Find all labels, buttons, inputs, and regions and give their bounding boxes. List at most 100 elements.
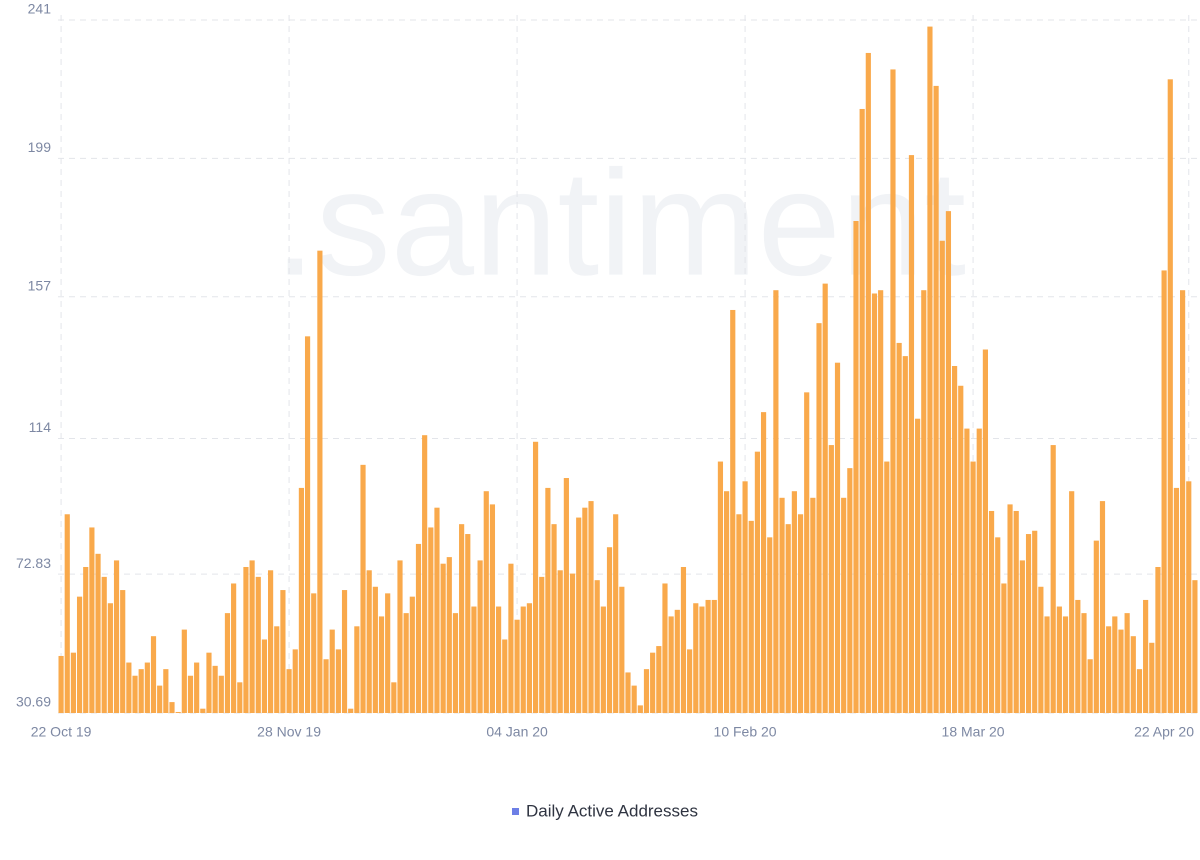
legend-label: Daily Active Addresses <box>526 801 698 820</box>
bar <box>724 491 730 713</box>
bar <box>422 435 428 713</box>
bar <box>588 501 594 713</box>
bar <box>286 669 292 713</box>
bar <box>1143 599 1149 713</box>
bar <box>385 593 391 713</box>
bar <box>896 342 902 713</box>
bar <box>902 356 908 713</box>
bar <box>107 603 113 713</box>
bar <box>231 583 237 713</box>
bar <box>730 309 736 713</box>
bar <box>200 708 206 713</box>
bar <box>415 543 422 713</box>
bar <box>1106 626 1112 713</box>
bar <box>126 662 132 713</box>
bar <box>711 599 717 713</box>
bar <box>637 705 643 713</box>
bar <box>274 626 280 713</box>
bar <box>551 524 557 713</box>
bar <box>958 385 964 713</box>
bar <box>890 69 896 714</box>
bar <box>138 669 144 713</box>
y-tick-label: 30.69 <box>16 694 51 710</box>
bar <box>212 665 218 713</box>
bar <box>206 652 212 713</box>
bar <box>865 52 871 714</box>
x-tick-label: 10 Feb 20 <box>714 724 777 740</box>
bar <box>348 708 354 713</box>
bar <box>465 534 471 713</box>
y-tick-label: 199 <box>28 139 52 155</box>
bar <box>520 606 526 713</box>
bar <box>502 639 508 713</box>
y-tick-label: 241 <box>28 1 52 17</box>
bar <box>483 491 489 713</box>
bar <box>995 537 1001 713</box>
bar <box>132 675 138 713</box>
bar <box>539 576 545 713</box>
bar <box>434 507 440 713</box>
bar <box>1050 445 1056 713</box>
x-tick-label: 22 Apr 20 <box>1134 724 1194 740</box>
bar <box>120 590 126 713</box>
bar <box>243 566 249 713</box>
bar <box>908 155 915 713</box>
bar <box>496 606 502 713</box>
x-tick-label: 04 Jan 20 <box>486 724 548 740</box>
bar <box>810 497 816 713</box>
bar <box>606 547 613 713</box>
bar <box>717 461 724 713</box>
bar <box>89 527 95 713</box>
bar <box>471 606 477 713</box>
bar <box>816 323 822 713</box>
bar <box>976 428 982 713</box>
y-tick-label: 157 <box>28 277 52 293</box>
bar <box>619 586 625 713</box>
bar <box>557 570 563 713</box>
bar <box>1161 270 1167 713</box>
bar <box>791 491 797 713</box>
bar <box>693 603 699 713</box>
bar <box>674 609 680 713</box>
bar <box>847 468 853 713</box>
bar <box>853 221 859 713</box>
bar <box>773 290 779 713</box>
bar <box>545 487 551 713</box>
bar <box>397 560 403 713</box>
bar <box>144 662 150 713</box>
bar <box>754 451 760 713</box>
bar <box>1155 566 1161 713</box>
bar <box>249 560 255 713</box>
bar <box>878 290 884 713</box>
bar <box>687 649 693 713</box>
bar <box>237 682 243 713</box>
bar <box>298 487 304 713</box>
bar <box>699 606 705 713</box>
bar <box>1149 642 1155 713</box>
bar <box>760 412 767 713</box>
bar <box>982 349 988 713</box>
bar <box>261 639 268 713</box>
bar <box>859 108 865 713</box>
bar <box>1173 487 1180 713</box>
bar <box>828 445 834 713</box>
bar <box>563 478 569 713</box>
bar <box>933 85 939 714</box>
bar <box>1124 613 1130 713</box>
bar <box>939 240 945 713</box>
bar <box>1180 290 1186 713</box>
bar <box>1075 599 1081 713</box>
bar <box>440 563 446 713</box>
bar <box>1093 540 1099 713</box>
bar <box>224 613 231 713</box>
bar <box>372 586 378 713</box>
bar <box>779 497 785 713</box>
bar <box>459 524 465 713</box>
bar <box>1099 501 1106 713</box>
bar <box>477 560 483 713</box>
bar <box>1025 534 1032 713</box>
bar <box>95 553 101 713</box>
bar <box>378 616 385 713</box>
bar <box>1007 504 1013 713</box>
bar <box>841 497 847 713</box>
